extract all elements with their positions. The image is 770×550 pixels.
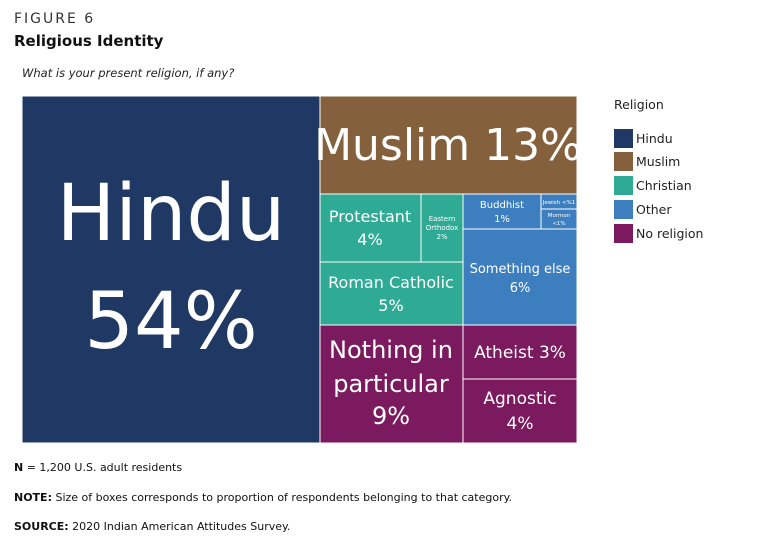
legend-label: Muslim: [636, 154, 681, 170]
treemap-label-mormon-0: Mormon: [548, 213, 571, 219]
treemap-label-agnostic-0: Agnostic: [483, 389, 556, 409]
treemap-cell-hindu: [21, 95, 321, 444]
treemap-cell-nothing-in-particular: [319, 324, 464, 444]
treemap-label-muslim-0: Muslim 13%: [314, 120, 582, 171]
legend-item-other: Other: [614, 199, 703, 219]
treemap-label-eastern-orthodox-2: 2%: [436, 233, 447, 241]
treemap-label-roman-catholic-0: Roman Catholic: [328, 273, 454, 292]
treemap-label-hindu-1: 54%: [84, 277, 257, 367]
treemap-label-eastern-orthodox-1: Orthodox: [426, 224, 459, 232]
legend-item-muslim: Muslim: [614, 152, 703, 172]
treemap-label-nothing-in-particular-1: particular: [333, 370, 449, 398]
treemap-label-agnostic-1: 4%: [507, 414, 534, 434]
treemap-label-roman-catholic-1: 5%: [378, 296, 403, 315]
footnote-note: NOTE: Size of boxes corresponds to propo…: [14, 491, 512, 504]
treemap-label-protestant-0: Protestant: [329, 207, 411, 226]
treemap-label-nothing-in-particular-0: Nothing in: [329, 336, 453, 364]
legend-item-hindu: Hindu: [614, 128, 703, 148]
legend-swatch: [614, 152, 633, 172]
treemap-cell-atheist: [462, 324, 578, 380]
treemap-label-something-else-0: Something else: [470, 262, 571, 277]
treemap-label-something-else-1: 6%: [510, 281, 531, 296]
footnote-sample-size: N = 1,200 U.S. adult residents: [14, 461, 182, 474]
treemap-cell-roman-catholic: [319, 261, 464, 326]
footnote-note-text: Size of boxes corresponds to proportion …: [51, 491, 513, 504]
footnote-n-label: N: [14, 461, 24, 474]
footnote-source: SOURCE: 2020 Indian American Attitudes S…: [14, 520, 290, 533]
treemap-label-buddhist-0: Buddhist: [480, 200, 524, 211]
legend-item-christian: Christian: [614, 176, 703, 196]
legend-swatch: [614, 223, 633, 243]
legend-label: Other: [636, 201, 672, 217]
treemap-label-mormon-1: <1%: [552, 221, 565, 227]
treemap-cell-muslim: [319, 95, 578, 195]
treemap-label-atheist-0: Atheist 3%: [474, 343, 566, 363]
figure-label: FIGURE 6: [14, 11, 96, 27]
legend-title: Religion: [614, 97, 664, 112]
treemap-label-nothing-in-particular-2: 9%: [372, 402, 410, 430]
footnote-source-text: 2020 Indian American Attitudes Survey.: [68, 520, 291, 533]
survey-question: What is your present religion, if any?: [22, 66, 235, 80]
treemap-label-protestant-1: 4%: [357, 230, 382, 249]
footnote-source-label: SOURCE:: [14, 520, 69, 533]
treemap-label-buddhist-1: 1%: [494, 214, 510, 225]
legend-label: Christian: [636, 178, 692, 194]
legend: Hindu Muslim Christian Other No religion: [614, 128, 703, 247]
legend-label: No religion: [636, 225, 704, 241]
legend-label: Hindu: [636, 130, 673, 146]
treemap-cell-protestant: [319, 193, 422, 263]
treemap-label-jewish-0: Jewish <%1: [542, 200, 575, 206]
treemap-label-eastern-orthodox-0: Eastern: [429, 215, 456, 223]
footnote-n-text: = 1,200 U.S. adult residents: [23, 461, 183, 474]
treemap-cell-agnostic: [462, 378, 578, 444]
figure-title: Religious Identity: [14, 32, 164, 50]
legend-swatch: [614, 128, 633, 148]
treemap-cell-buddhist: [462, 193, 542, 230]
legend-item-no-religion: No religion: [614, 223, 703, 243]
footnote-note-label: NOTE:: [14, 491, 52, 504]
treemap-cell-something-else: [462, 228, 578, 326]
treemap-chart: Hindu 54% Muslim 13% Protestant 4% EasternOrt…: [21, 95, 582, 444]
legend-swatch: [614, 176, 633, 196]
treemap-label-hindu-0: Hindu: [57, 169, 286, 259]
legend-swatch: [614, 199, 633, 219]
